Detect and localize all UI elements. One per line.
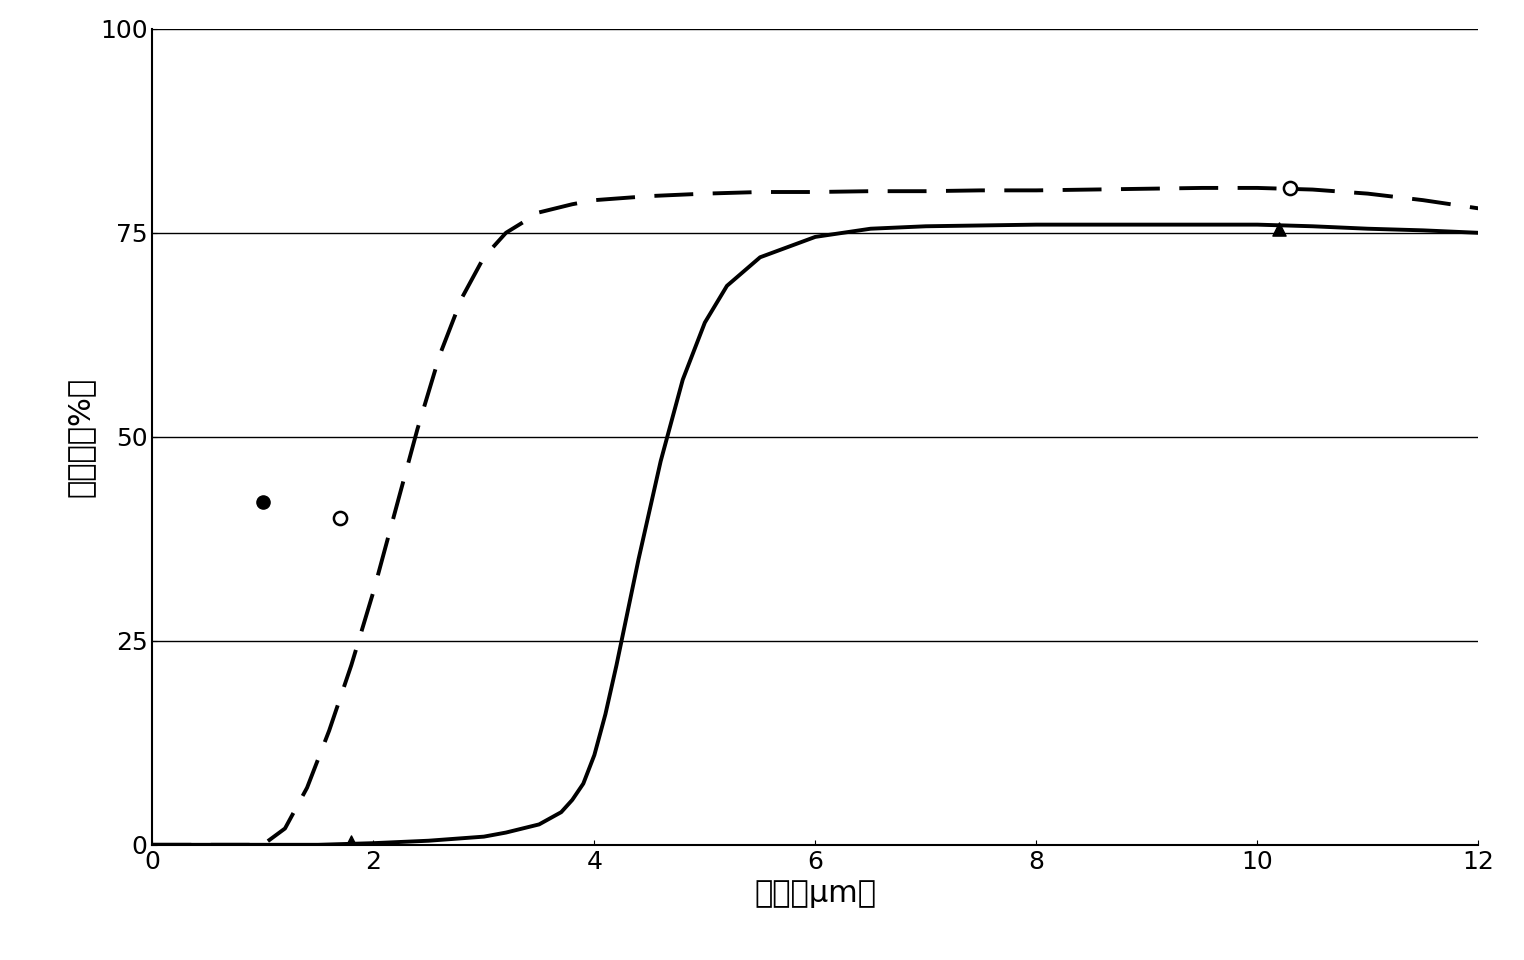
Point — [1279, 180, 1303, 196]
Point — [328, 511, 352, 526]
X-axis label: 波长［μm］: 波长［μm］ — [754, 879, 876, 908]
Y-axis label: 透光率［%］: 透光率［%］ — [66, 376, 94, 497]
Point — [250, 494, 274, 510]
Point — [1266, 221, 1291, 236]
Point — [338, 834, 363, 850]
